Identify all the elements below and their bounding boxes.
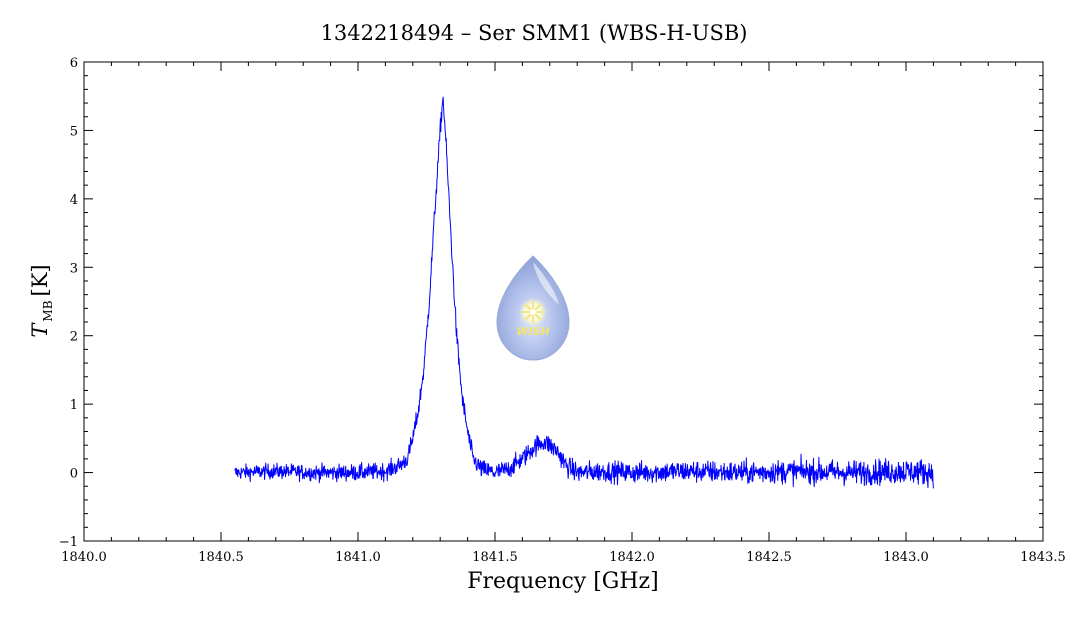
spectrum-series-line [234, 96, 934, 489]
x-tick-label: 1841.0 [335, 550, 381, 565]
y-tick-label: −1 [59, 535, 78, 550]
y-axis-label-symbol: T [28, 322, 52, 338]
x-axis-tick-labels: 1840.0 1840.5 1841.0 1841.5 1842.0 1842.5 1843… [61, 550, 1066, 565]
y-tick-label: 0 [70, 467, 78, 482]
y-axis-label: TMB [K] [28, 264, 55, 337]
y-tick-label: 1 [70, 398, 78, 413]
x-axis-label: Frequency [GHz] [467, 569, 659, 594]
plot-frame [83, 61, 1044, 542]
y-tick-label: 4 [70, 193, 78, 208]
chart-title: 1342218494 – Ser SMM1 (WBS-H-USB) [321, 21, 748, 45]
y-axis-label-subscript: MB [41, 300, 55, 321]
x-tick-label: 1843.5 [1020, 550, 1066, 565]
y-axis-label-unit: [K] [28, 264, 52, 296]
y-tick-label: 6 [70, 56, 78, 71]
x-axis-ticks [83, 62, 1044, 541]
y-axis-tick-labels: −1 0 1 2 3 4 5 6 [59, 56, 78, 550]
svg-text:TMB[K]: TMB [K] [28, 264, 55, 337]
x-tick-label: 1842.0 [609, 550, 655, 565]
y-tick-label: 5 [70, 124, 78, 139]
x-tick-label: 1841.5 [472, 550, 518, 565]
y-tick-label: 2 [70, 330, 78, 345]
wish-logo-text: WISH [516, 325, 549, 338]
x-tick-label: 1840.5 [198, 550, 244, 565]
x-tick-label: 1843.0 [883, 550, 929, 565]
wish-logo: WISH [496, 255, 570, 361]
x-tick-label: 1840.0 [61, 550, 107, 565]
x-tick-label: 1842.5 [746, 550, 792, 565]
y-axis-ticks [84, 61, 1043, 542]
y-tick-label: 3 [70, 261, 78, 276]
